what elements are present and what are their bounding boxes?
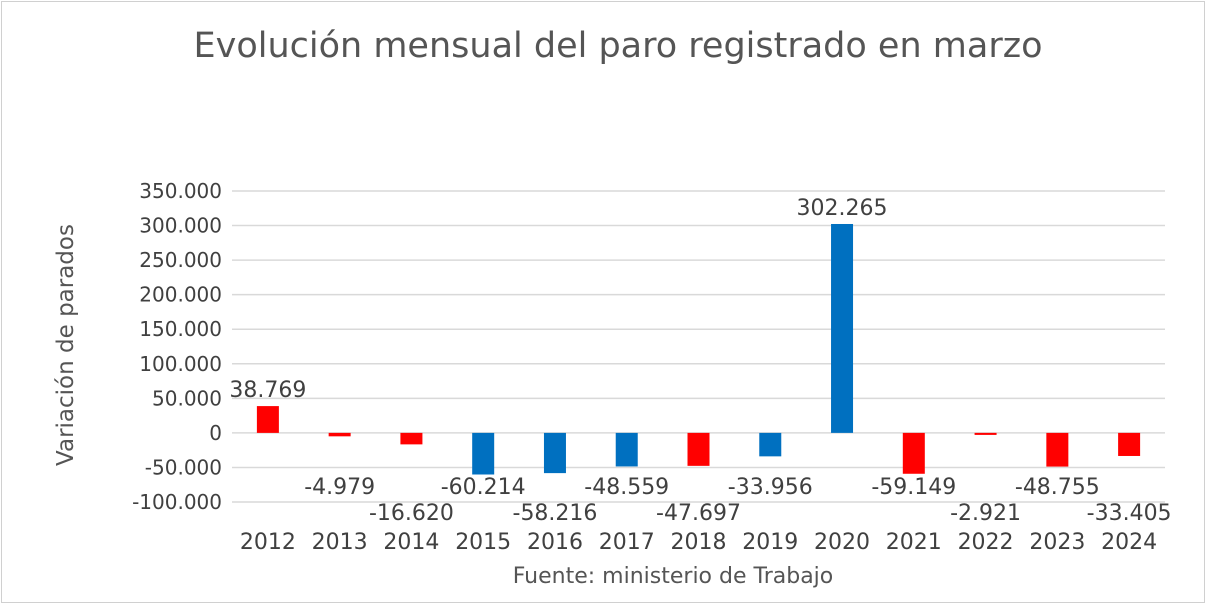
data-label: -2.921 bbox=[950, 501, 1021, 526]
x-tick-label: 2013 bbox=[312, 530, 368, 555]
data-label: -48.559 bbox=[584, 475, 669, 500]
x-tick-label: 2016 bbox=[527, 530, 583, 555]
x-tick-label: 2020 bbox=[814, 530, 870, 555]
y-tick-label: 200.000 bbox=[139, 283, 222, 307]
bar-2017 bbox=[615, 432, 638, 467]
y-tick-label: 150.000 bbox=[139, 317, 222, 341]
data-label: 302.265 bbox=[797, 196, 888, 221]
bar-2024 bbox=[1118, 432, 1141, 456]
x-tick-label: 2024 bbox=[1101, 530, 1157, 555]
data-label: -59.149 bbox=[871, 475, 956, 500]
data-label: 38.769 bbox=[229, 378, 306, 403]
y-tick-label: -50.000 bbox=[145, 455, 222, 479]
x-tick-label: 2018 bbox=[671, 530, 727, 555]
y-tick-label: 100.000 bbox=[139, 352, 222, 376]
x-tick-label: 2015 bbox=[455, 530, 511, 555]
y-tick-label: 0 bbox=[209, 421, 222, 445]
y-tick-label: -100.000 bbox=[132, 490, 222, 514]
x-tick-label: 2022 bbox=[958, 530, 1014, 555]
data-label: -58.216 bbox=[513, 501, 598, 526]
bar-2014 bbox=[400, 432, 423, 445]
x-tick-label: 2019 bbox=[742, 530, 798, 555]
data-label: -48.755 bbox=[1015, 475, 1100, 500]
bar-2021 bbox=[902, 432, 925, 474]
x-tick-label: 2014 bbox=[383, 530, 439, 555]
bar-2015 bbox=[472, 432, 495, 475]
x-tick-label: 2012 bbox=[240, 530, 296, 555]
x-tick-label: 2017 bbox=[599, 530, 655, 555]
bar-2012 bbox=[256, 406, 279, 433]
data-label: -16.620 bbox=[369, 501, 454, 526]
data-label: -33.956 bbox=[728, 475, 813, 500]
bar-2020 bbox=[831, 223, 854, 433]
y-tick-label: 250.000 bbox=[139, 248, 222, 272]
data-label: -60.214 bbox=[441, 475, 526, 500]
bar-2022 bbox=[974, 432, 997, 435]
bar-2023 bbox=[1046, 432, 1069, 467]
bar-2013 bbox=[328, 432, 351, 437]
y-tick-label: 350.000 bbox=[139, 179, 222, 203]
data-label: -47.697 bbox=[656, 501, 741, 526]
y-tick-label: 50.000 bbox=[152, 386, 222, 410]
data-label: -4.979 bbox=[304, 475, 375, 500]
y-tick-label: 300.000 bbox=[139, 214, 222, 238]
x-tick-label: 2021 bbox=[886, 530, 942, 555]
bar-2019 bbox=[759, 432, 782, 457]
x-tick-label: 2023 bbox=[1029, 530, 1085, 555]
bar-2016 bbox=[543, 432, 566, 474]
data-label: -33.405 bbox=[1087, 501, 1172, 526]
chart-source: Fuente: ministerio de Trabajo bbox=[512, 564, 834, 589]
bar-2018 bbox=[687, 432, 710, 466]
chart-title: Evolución mensual del paro registrado en… bbox=[193, 26, 1043, 66]
